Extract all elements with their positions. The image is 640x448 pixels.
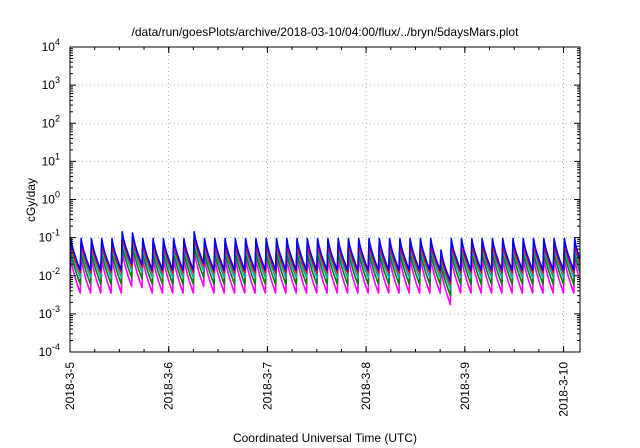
y-tick-label: 101 [42, 151, 60, 168]
y-tick-label: 102 [42, 113, 60, 130]
y-axis-label: cGy/day [24, 178, 38, 222]
series-lines [70, 231, 580, 306]
y-axis: 10-4 10-3 10-2 10-1 100 101 102 103 104 [39, 37, 580, 359]
x-tick-label: 2018-3-6 [162, 362, 176, 410]
y-tick-label: 10-3 [39, 304, 60, 321]
y-tick-label: 104 [42, 37, 60, 54]
x-tick-label: 2018-3-5 [63, 362, 77, 410]
y-tick-label: 10-1 [39, 228, 60, 245]
grid [70, 47, 580, 352]
series-line [70, 235, 580, 285]
y-tick-label: 10-2 [39, 266, 60, 283]
series-line [70, 250, 580, 306]
series-line [70, 238, 580, 290]
series-line [70, 243, 580, 297]
series-line [70, 231, 580, 283]
y-tick-label: 100 [42, 190, 60, 207]
x-tick-label: 2018-3-9 [458, 362, 472, 410]
x-axis: 2018-3-5 2018-3-6 2018-3-7 2018-3-8 2018-3-9… [63, 47, 571, 417]
x-axis-label: Coordinated Universal Time (UTC) [233, 431, 417, 445]
y-tick-label: 10-4 [39, 342, 60, 359]
x-tick-label: 2018-3-7 [260, 362, 274, 410]
x-tick-label: 2018-3-10 [557, 362, 571, 417]
y-tick-label: 103 [42, 75, 60, 92]
x-tick-label: 2018-3-8 [359, 362, 373, 410]
chart-title: /data/run/goesPlots/archive/2018-03-10/0… [132, 25, 520, 39]
